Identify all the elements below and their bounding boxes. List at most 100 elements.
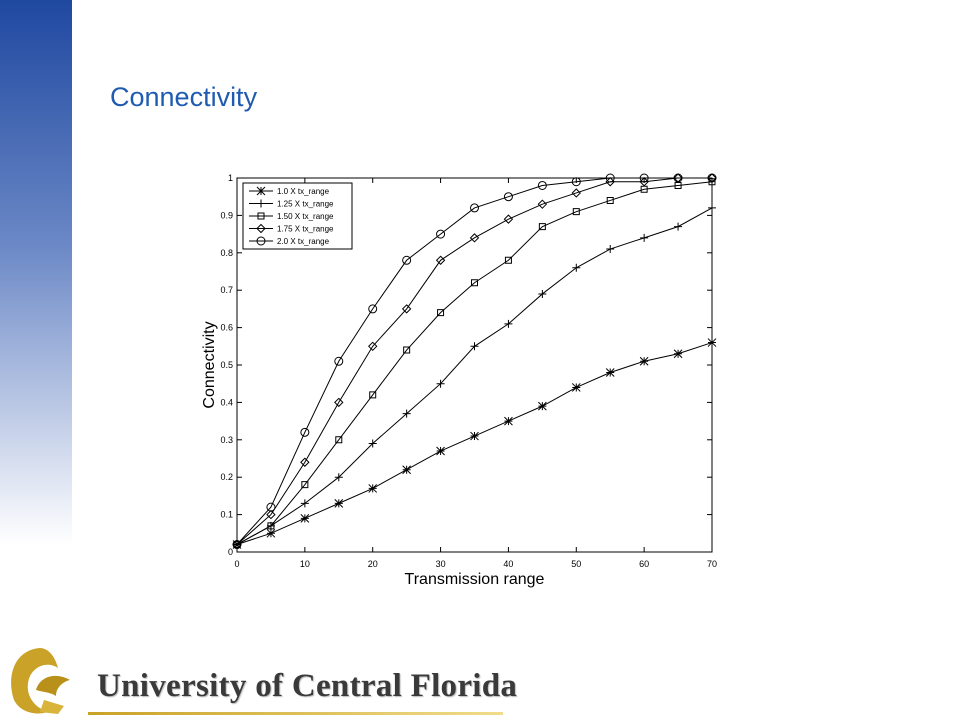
point-marker [436, 229, 446, 239]
point-marker [504, 416, 513, 426]
point-marker [301, 481, 309, 489]
point-marker [266, 502, 276, 512]
point-marker [300, 499, 309, 508]
point-marker [368, 439, 377, 448]
series-line [236, 207, 713, 545]
point-marker [606, 245, 615, 254]
point-marker [300, 457, 310, 467]
point-marker [334, 473, 343, 482]
x-tick-label: 0 [234, 559, 239, 569]
point-marker [538, 401, 547, 411]
y-axis-label: Connectivity [201, 321, 218, 408]
point-marker [640, 185, 648, 193]
slide-title: Connectivity [110, 82, 258, 112]
point-marker [300, 513, 310, 523]
x-tick-label: 10 [300, 559, 310, 569]
point-marker [368, 304, 378, 314]
series-line [236, 177, 712, 545]
point-marker [571, 188, 581, 198]
point-marker [266, 509, 276, 520]
point-marker [572, 263, 581, 272]
legend-marker [257, 212, 265, 220]
point-marker [503, 192, 513, 202]
point-marker [538, 223, 546, 231]
point-marker [402, 409, 411, 418]
point-marker [572, 208, 580, 216]
point-marker [605, 173, 615, 183]
x-axis-label: Transmission range [405, 571, 545, 588]
point-marker [402, 465, 411, 475]
point-marker [436, 379, 445, 388]
legend-marker [257, 199, 265, 208]
x-tick-label: 50 [571, 559, 581, 569]
point-marker [402, 255, 412, 265]
point-marker [504, 256, 512, 264]
point-marker [537, 180, 547, 190]
point-marker [403, 346, 411, 354]
y-tick-label: 0.3 [220, 435, 233, 445]
point-marker [708, 203, 716, 212]
point-marker [571, 177, 581, 187]
x-tick-label: 70 [707, 559, 717, 569]
legend-marker [256, 186, 266, 196]
logo-text: University of Central Florida [97, 668, 518, 704]
point-marker [673, 349, 683, 359]
legend-marker [256, 223, 266, 234]
point-marker [504, 319, 513, 328]
point-marker [503, 214, 514, 224]
y-tick-label: 0.9 [220, 210, 233, 220]
point-marker [267, 522, 275, 530]
x-tick-label: 20 [368, 559, 378, 569]
y-tick-label: 0.7 [220, 285, 233, 295]
point-marker [674, 222, 683, 231]
point-marker [335, 436, 343, 444]
y-tick-label: 0.5 [220, 360, 233, 370]
point-marker [708, 178, 716, 186]
point-marker [639, 173, 649, 183]
y-tick-label: 1 [228, 173, 233, 183]
point-marker [334, 397, 344, 408]
x-tick-label: 60 [639, 559, 649, 569]
point-marker [538, 289, 547, 298]
series-line [236, 177, 712, 545]
point-marker [369, 391, 377, 399]
legend-label: 1.50 X tx_range [277, 212, 334, 221]
legend-label: 1.0 X tx_range [277, 187, 330, 196]
point-marker [639, 177, 649, 187]
series-line [236, 181, 713, 545]
legend-label: 1.75 X tx_range [277, 225, 334, 234]
point-marker [605, 177, 615, 187]
point-marker [334, 356, 344, 366]
logo-icon [11, 648, 70, 714]
point-marker [640, 233, 649, 242]
y-tick-label: 0.8 [220, 248, 233, 258]
point-marker [232, 540, 242, 550]
point-marker [435, 255, 446, 265]
y-tick-label: 0.4 [220, 397, 233, 407]
point-marker [437, 309, 445, 317]
point-marker [469, 203, 480, 213]
point-marker [471, 279, 478, 287]
legend-marker [256, 236, 266, 246]
point-marker [639, 356, 649, 366]
logo-underline [88, 712, 503, 715]
point-marker [470, 342, 479, 351]
y-tick-label: 0 [228, 547, 233, 557]
point-marker [674, 181, 682, 189]
point-marker [469, 233, 480, 243]
point-marker [537, 199, 548, 209]
point-marker [300, 427, 310, 437]
side-bar [0, 0, 72, 545]
point-marker [436, 446, 445, 456]
point-marker [401, 304, 412, 314]
point-marker [334, 499, 344, 508]
point-marker [368, 484, 378, 493]
x-tick-label: 40 [503, 559, 513, 569]
legend-label: 1.25 X tx_range [277, 200, 334, 209]
y-tick-label: 0.2 [220, 472, 233, 482]
point-marker [707, 338, 717, 347]
y-tick-label: 0.6 [220, 323, 233, 333]
point-marker [571, 383, 581, 392]
